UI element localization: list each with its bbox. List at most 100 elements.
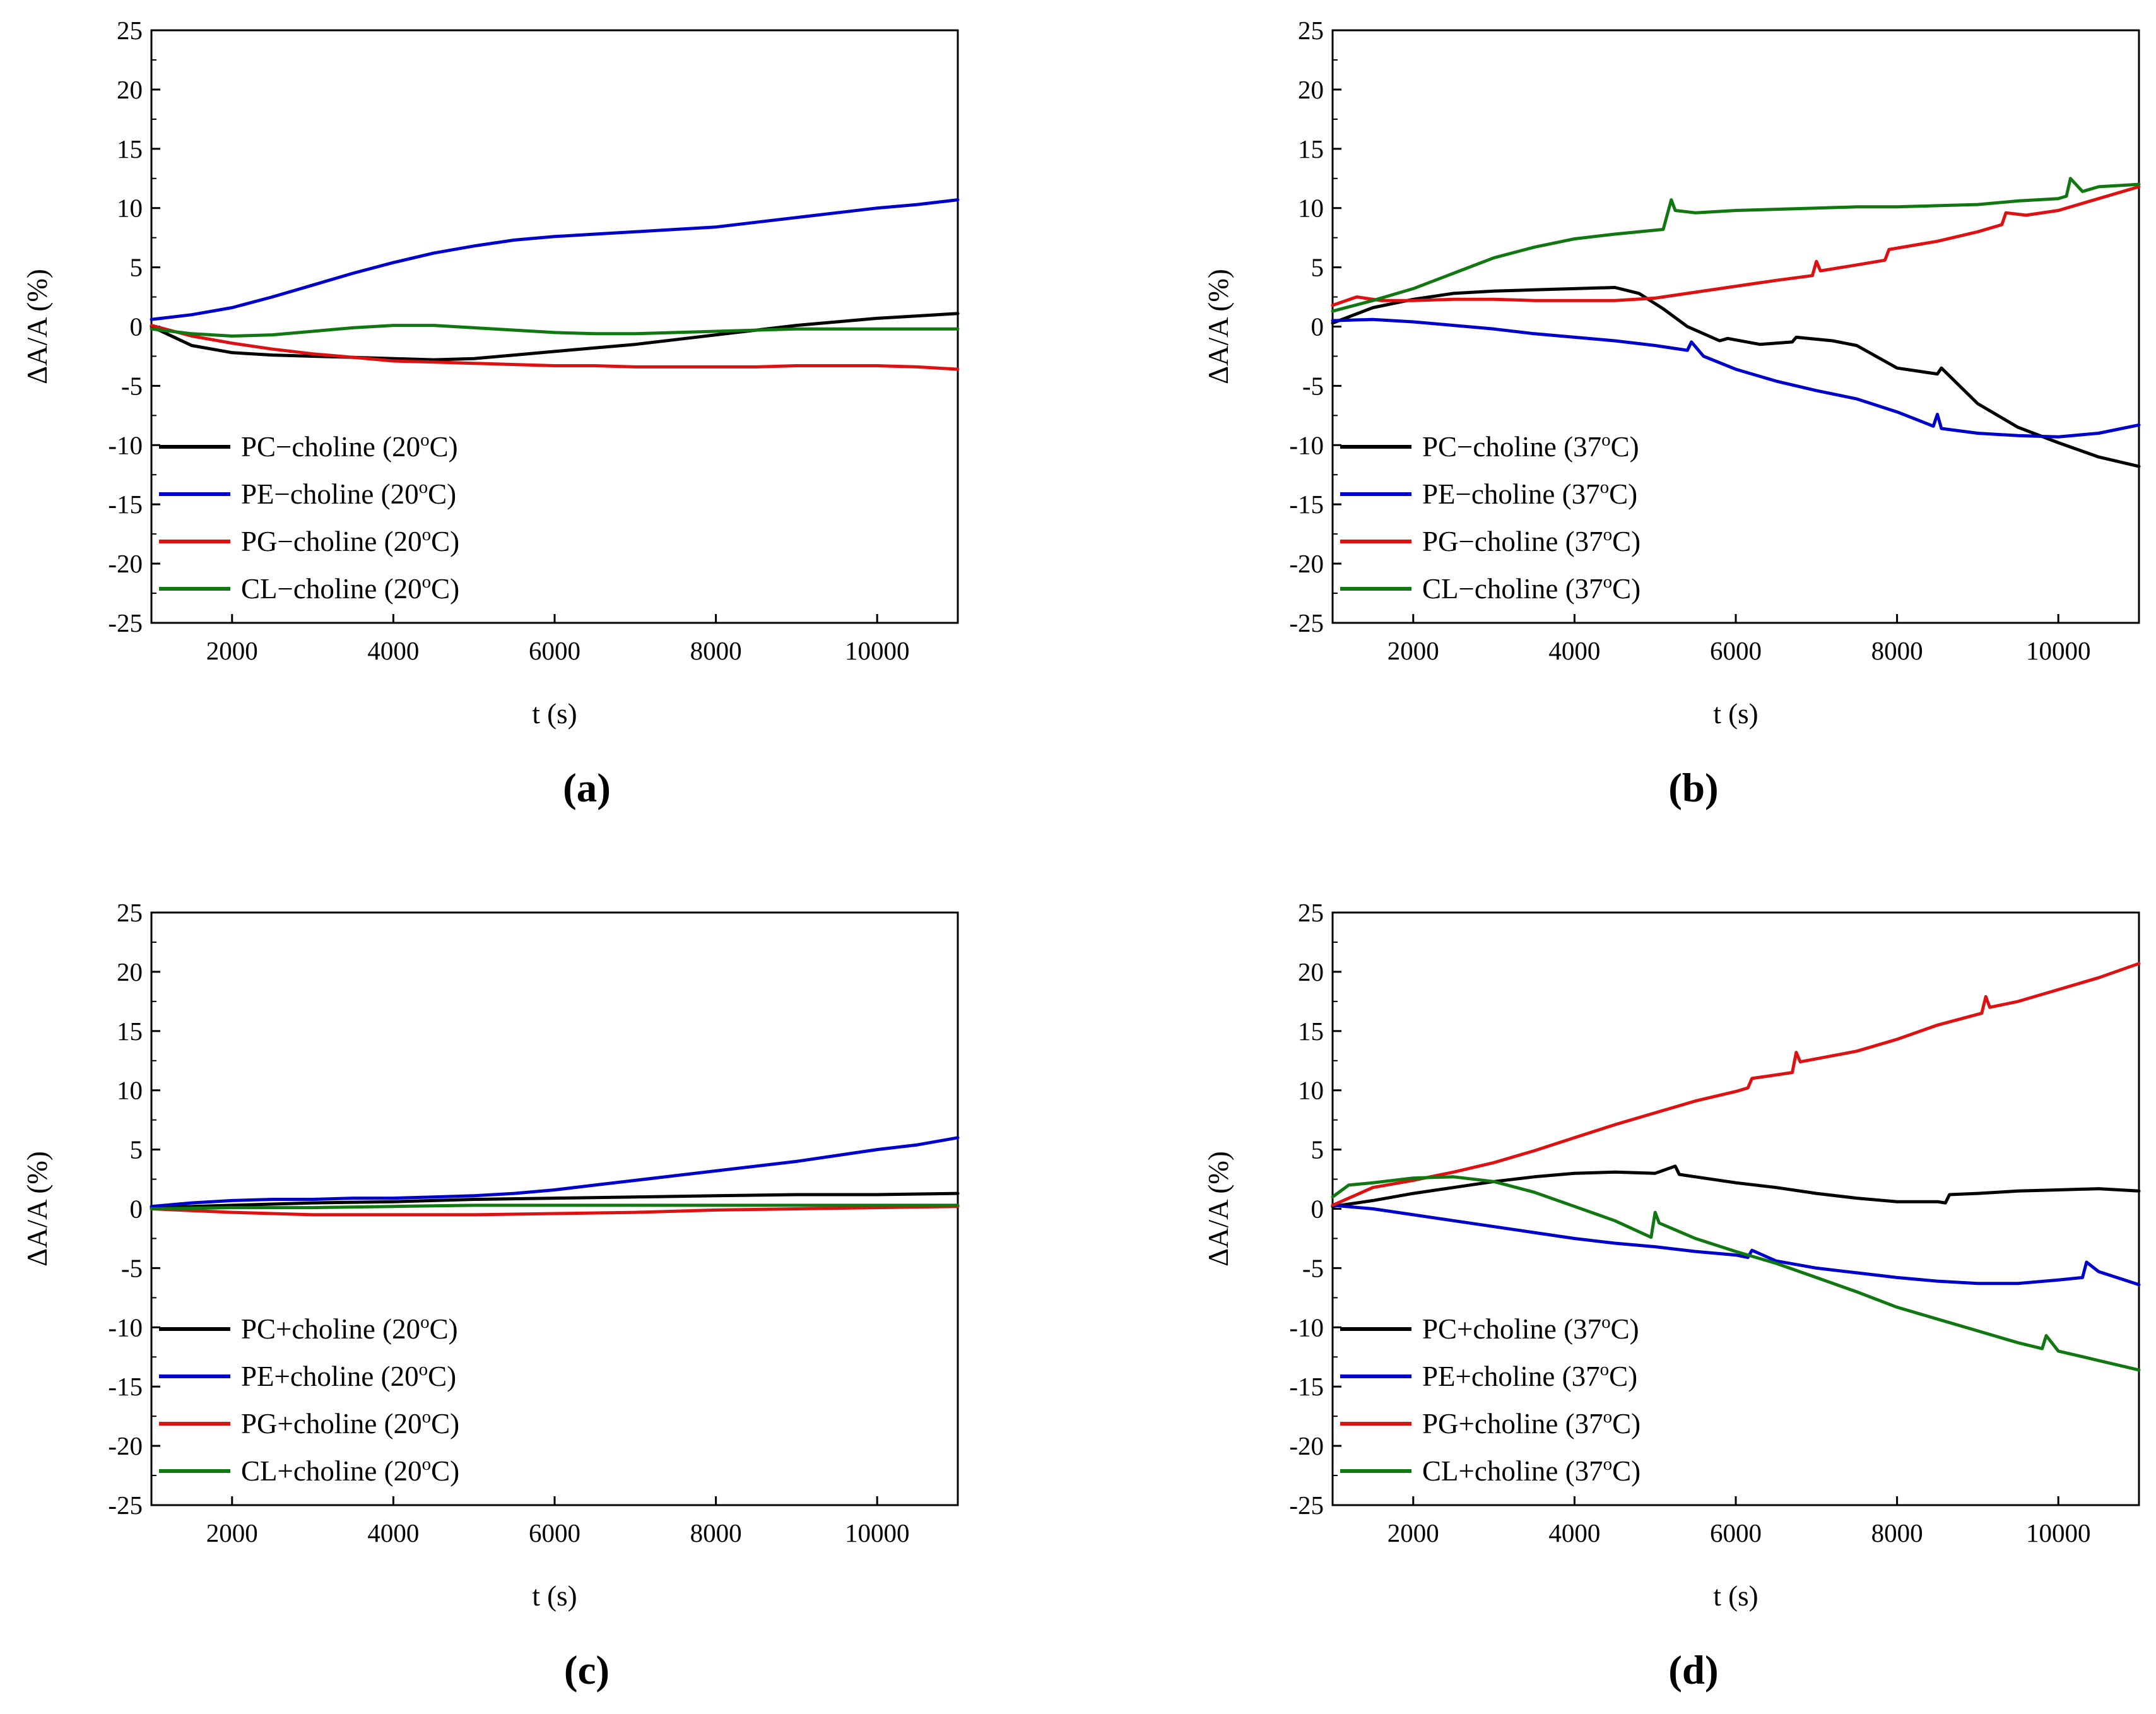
series-layer: [1331, 177, 2141, 468]
y-tick-label: -25: [1289, 608, 1324, 637]
legend-name: PG+choline (37: [1422, 1408, 1603, 1439]
legend-suffix: C): [431, 1408, 459, 1439]
legend-name: PE−choline (20: [241, 478, 419, 510]
panel-label: (a): [563, 765, 611, 811]
ticks-layer: 25 20 15 10 5 0 -5 -10 -15 -20 -25 2000 4000 6000 8000…: [1289, 898, 2090, 1547]
x-axis-title: t (s): [532, 1580, 577, 1612]
y-tick-label: 15: [117, 134, 143, 163]
x-axis-title: t (s): [1713, 698, 1758, 730]
legend-degree-sup: o: [1603, 1407, 1613, 1427]
y-tick-label: 10: [117, 1076, 143, 1105]
ticks-layer: 25 20 15 10 5 0 -5 -10 -15 -20 -25 2000 4000 6000 8000…: [108, 16, 909, 665]
y-tick-label: 25: [1298, 898, 1324, 927]
y-tick-label: 25: [1298, 16, 1324, 45]
legend-suffix: C): [428, 478, 456, 510]
x-tick-label: 8000: [1871, 636, 1923, 665]
y-tick-label: 5: [130, 253, 143, 282]
series-line-pg: [1331, 185, 2141, 307]
legend-degree-sup: o: [419, 1359, 428, 1380]
series-layer: [150, 198, 960, 371]
legend-label: PE−choline (20oC): [241, 477, 456, 510]
legend-suffix: C): [1612, 1408, 1641, 1439]
x-tick-label: 10000: [2026, 636, 2091, 665]
legend-label: CL−choline (37oC): [1422, 572, 1641, 605]
legend-name: CL−choline (20: [241, 573, 422, 605]
legend-degree-sup: o: [1601, 430, 1611, 450]
legend-label: CL−choline (20oC): [241, 572, 459, 605]
legend-label: CL+choline (37oC): [1422, 1454, 1641, 1487]
y-axis-title: ΔA/A (%): [21, 269, 53, 384]
legend-suffix: C): [1611, 431, 1639, 463]
legend-degree-sup: o: [420, 1312, 430, 1332]
legend-name: PE−choline (37: [1422, 478, 1600, 510]
y-tick-label: 10: [1298, 194, 1324, 223]
x-tick-label: 6000: [1710, 1518, 1762, 1547]
series-line-cl: [1331, 1175, 2141, 1372]
legend-suffix: C): [431, 526, 459, 557]
legend: PC−choline (20oC)PE−choline (20oC)PG−cho…: [159, 430, 459, 605]
legend-name: PC+choline (20: [241, 1313, 420, 1345]
y-tick-label: -15: [1289, 490, 1324, 519]
y-tick-label: 10: [117, 194, 143, 223]
y-tick-label: -10: [1289, 1313, 1324, 1342]
series-line-pg: [150, 324, 960, 371]
x-tick-label: 8000: [690, 1518, 742, 1547]
y-tick-label: 0: [130, 312, 143, 341]
series-line-cl: [1331, 177, 2141, 313]
y-tick-label: 15: [1298, 1017, 1324, 1046]
legend-label: PC+choline (37oC): [1422, 1312, 1639, 1345]
legend: PC+choline (37oC)PE+choline (37oC)PG+cho…: [1340, 1312, 1641, 1487]
panel-a: 25 20 15 10 5 0 -5 -10 -15 -20 -25 2000 4000 6000 8000…: [21, 16, 960, 811]
series-line-cl: [150, 1203, 960, 1210]
x-tick-label: 10000: [845, 636, 910, 665]
y-tick-label: 20: [1298, 957, 1324, 986]
legend-name: PG−choline (37: [1422, 526, 1603, 557]
legend-suffix: C): [431, 573, 459, 605]
legend-label: PE−choline (37oC): [1422, 477, 1637, 510]
legend-degree-sup: o: [1603, 524, 1613, 545]
legend-label: PC−choline (37oC): [1422, 430, 1639, 463]
legend: PC+choline (20oC)PE+choline (20oC)PG+cho…: [159, 1312, 459, 1487]
y-tick-label: 0: [130, 1195, 143, 1224]
legend-suffix: C): [1609, 1361, 1637, 1392]
panel-b: 25 20 15 10 5 0 -5 -10 -15 -20 -25 2000 4000 6000 8000…: [1203, 16, 2141, 811]
legend-name: CL−choline (37: [1422, 573, 1603, 605]
legend-degree-sup: o: [419, 477, 428, 497]
y-tick-label: -5: [1302, 1253, 1324, 1282]
legend-name: PC−choline (37: [1422, 431, 1601, 463]
ticks-layer: 25 20 15 10 5 0 -5 -10 -15 -20 -25 2000 4000 6000 8000…: [1289, 16, 2090, 665]
legend-degree-sup: o: [1603, 572, 1613, 592]
y-tick-label: -25: [108, 608, 143, 637]
y-tick-label: -15: [1289, 1372, 1324, 1401]
x-tick-label: 2000: [206, 1518, 258, 1547]
series-line-cl: [150, 324, 960, 338]
y-tick-label: -20: [108, 549, 143, 578]
legend-suffix: C): [1612, 573, 1641, 605]
panel-c: 25 20 15 10 5 0 -5 -10 -15 -20 -25 2000 4000 6000 8000…: [21, 898, 960, 1693]
series-line-pc: [150, 1191, 960, 1210]
y-axis-title: ΔA/A (%): [21, 1151, 53, 1267]
y-tick-label: 10: [1298, 1076, 1324, 1105]
y-tick-label: -25: [1289, 1491, 1324, 1520]
series-line-pe: [150, 1136, 960, 1209]
legend: PC−choline (37oC)PE−choline (37oC)PG−cho…: [1340, 430, 1641, 605]
panel-d: 25 20 15 10 5 0 -5 -10 -15 -20 -25 2000 4000 6000 8000…: [1203, 898, 2141, 1693]
legend-degree-sup: o: [1600, 1359, 1610, 1380]
legend-suffix: C): [431, 1455, 459, 1487]
legend-label: CL+choline (20oC): [241, 1454, 459, 1487]
legend-label: PG−choline (37oC): [1422, 524, 1641, 557]
legend-name: PG+choline (20: [241, 1408, 422, 1439]
y-tick-label: 0: [1311, 1195, 1324, 1224]
legend-label: PG−choline (20oC): [241, 524, 459, 557]
y-tick-label: -10: [1289, 430, 1324, 459]
y-axis-title: ΔA/A (%): [1203, 1151, 1234, 1267]
x-tick-label: 10000: [845, 1518, 910, 1547]
legend-label: PC+choline (20oC): [241, 1312, 458, 1345]
y-tick-label: -15: [108, 490, 143, 519]
legend-degree-sup: o: [422, 1407, 432, 1427]
y-tick-label: -5: [121, 1253, 143, 1282]
legend-name: PG−choline (20: [241, 526, 422, 557]
series-layer: [150, 1136, 960, 1217]
y-tick-label: 5: [1311, 253, 1324, 282]
legend-degree-sup: o: [1601, 1312, 1611, 1332]
